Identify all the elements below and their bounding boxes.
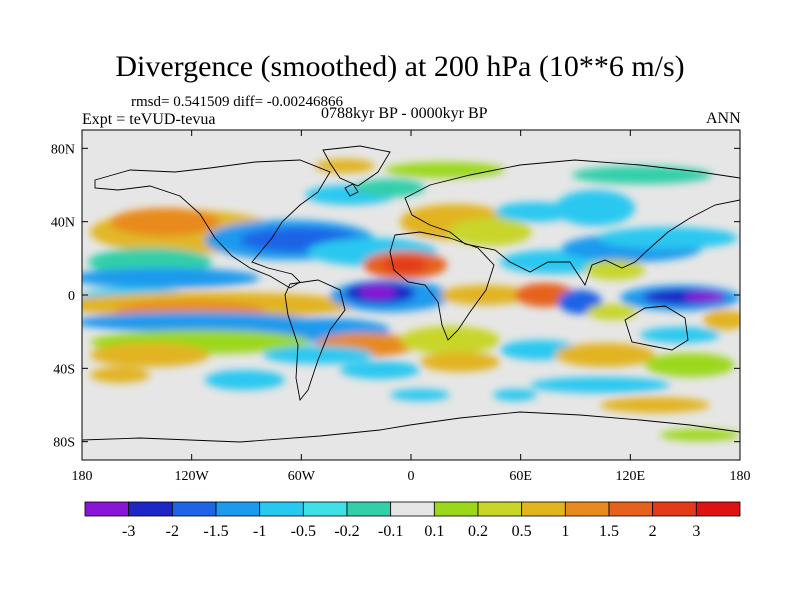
y-tick-label: 80N: [51, 142, 75, 157]
colorbar-swatch: [302, 501, 348, 517]
colorbar-swatch: [390, 501, 435, 517]
chart-title: Divergence (smoothed) at 200 hPa (10**6 …: [115, 50, 685, 83]
colorbar-label: -1: [253, 523, 266, 540]
colorbar-label: 0.2: [468, 523, 488, 540]
colorbar-swatch: [128, 501, 173, 517]
colorbar-swatch: [477, 501, 523, 517]
field-layer: [82, 159, 740, 441]
colorbar-swatch: [608, 501, 654, 517]
colorbar-label: -0.5: [291, 523, 316, 540]
x-tick-label: 60W: [288, 469, 316, 484]
y-tick-label: 0: [68, 289, 75, 304]
colorbar: -3 -2 -1.5 -1 -0.5 -0.2 -0.1 0.1 0.2 0.5 1 1.5 2 3: [84, 501, 741, 540]
colorbar-label: -1.5: [203, 523, 228, 540]
x-tick-label: 60E: [509, 469, 532, 484]
colorbar-swatch: [215, 501, 261, 517]
colorbar-label: -0.1: [378, 523, 403, 540]
colorbar-label: 1: [561, 523, 569, 540]
colorbar-label: 2: [649, 523, 657, 540]
colorbar-swatch: [171, 501, 217, 517]
y-tick-label: 80S: [53, 436, 75, 451]
colorbar-label: -2: [166, 523, 179, 540]
stats-label: rmsd= 0.541509 diff= -0.00246866: [131, 94, 344, 110]
colorbar-swatch: [259, 501, 304, 517]
season-label: ANN: [706, 110, 741, 127]
x-tick-label: 180: [730, 469, 751, 484]
colorbar-swatch: [433, 501, 479, 517]
colorbar-label: 0.1: [424, 523, 444, 540]
colorbar-swatch: [564, 501, 610, 517]
colorbar-swatch: [652, 501, 697, 517]
axes: 180 120W 60W 0 60E 120E 180 80N 40N 0 40S 80S: [51, 130, 751, 484]
coastlines: [82, 145, 740, 460]
period-label: 0788kyr BP - 0000kyr BP: [321, 105, 488, 122]
colorbar-label: 3: [692, 523, 700, 540]
colorbar-label: 1.5: [599, 523, 619, 540]
colorbar-swatch: [346, 501, 392, 517]
x-tick-label: 120E: [616, 469, 646, 484]
x-tick-label: 180: [72, 469, 93, 484]
colorbar-swatch: [521, 501, 566, 517]
y-tick-label: 40N: [51, 216, 75, 231]
x-tick-label: 0: [408, 469, 415, 484]
colorbar-label: 0.5: [512, 523, 532, 540]
colorbar-label: -3: [122, 523, 135, 540]
colorbar-swatch: [695, 501, 741, 517]
colorbar-label: -0.2: [334, 523, 359, 540]
colorbar-swatch: [84, 501, 130, 517]
x-tick-label: 120W: [175, 469, 210, 484]
experiment-label: Expt = teVUD-tevua: [82, 111, 216, 128]
y-tick-label: 40S: [53, 362, 75, 377]
